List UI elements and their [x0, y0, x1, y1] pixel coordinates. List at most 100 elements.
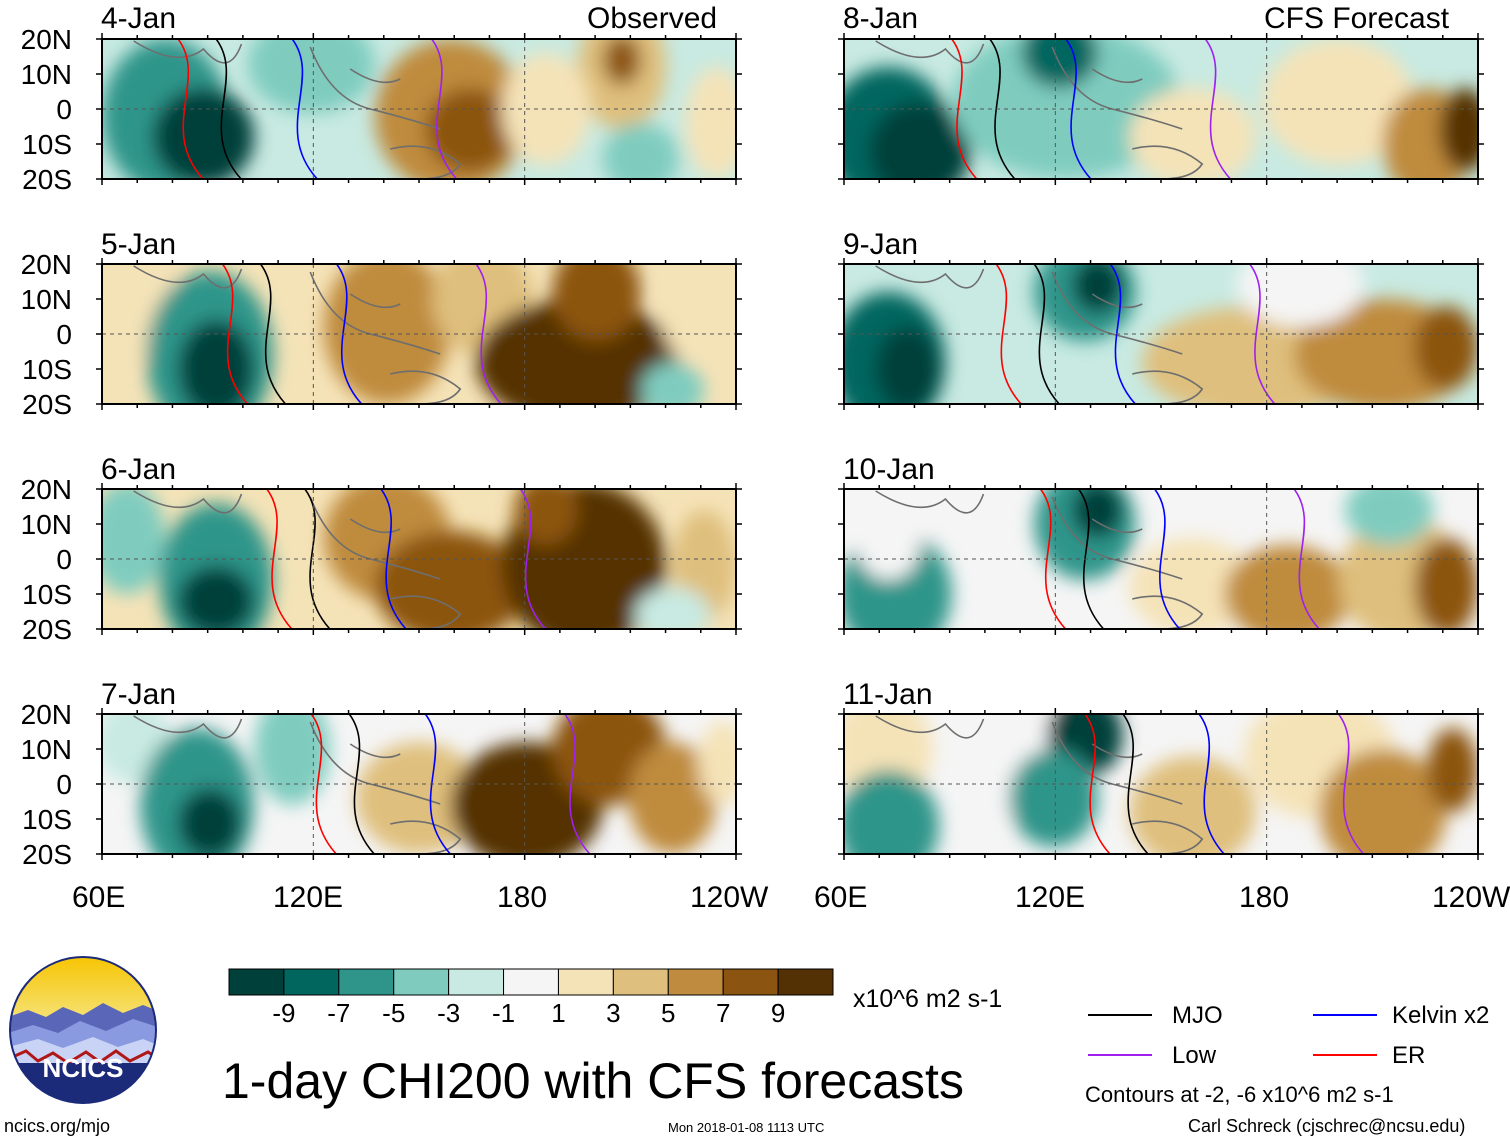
colorbar-swatch: [448, 968, 505, 996]
contour-line: [221, 264, 249, 404]
anomaly-region: [685, 67, 736, 179]
lat-label: 0: [56, 769, 72, 800]
lon-label-120e-left: 120E: [273, 881, 344, 914]
map-panel-o0: [96, 33, 742, 185]
chart-title: 1-day CHI200 with CFS forecasts: [222, 1053, 964, 1109]
colorbar-tick-label: 3: [606, 998, 621, 1028]
colorbar-swatch: [338, 968, 395, 996]
anomaly-region: [856, 510, 921, 580]
anomaly-region: [697, 721, 736, 805]
anomaly-region: [1129, 88, 1257, 179]
lat-label: 10N: [20, 59, 72, 90]
lat-label: 0: [56, 544, 72, 575]
contour-line: [1033, 264, 1060, 404]
colorbar: [228, 968, 834, 996]
lon-label-180-right: 180: [1239, 881, 1290, 914]
lat-label: 0: [56, 319, 72, 350]
contour-line: [304, 489, 331, 629]
anomaly-region: [152, 88, 255, 179]
footer-timestamp: Mon 2018-01-08 1113 UTC: [668, 1120, 825, 1135]
coastline: [875, 265, 1204, 404]
colorbar-tick-label: -5: [382, 998, 406, 1028]
coastline: [133, 490, 462, 629]
anomaly-region: [102, 489, 166, 594]
anomaly-region: [1021, 39, 1098, 88]
lat-label: 10N: [20, 509, 72, 540]
colorbar-tick-label: 1: [551, 998, 566, 1028]
anomaly-region: [875, 327, 940, 404]
anomaly-region: [1072, 264, 1123, 313]
anomaly-region: [1427, 728, 1478, 812]
anomaly-region: [1237, 264, 1364, 327]
lat-label: 20S: [22, 164, 72, 195]
lon-label-60e-left: 60E: [72, 881, 126, 914]
colorbar-tick-label: -1: [491, 998, 516, 1028]
contour-line: [1039, 489, 1067, 629]
lon-label-120w-right: 120W: [1432, 881, 1510, 914]
map-panel-o2: [96, 483, 742, 635]
colorbar-swatch: [777, 968, 834, 996]
legend-mjo-label: MJO: [1172, 1002, 1223, 1029]
contour-line: [1337, 714, 1365, 854]
colorbar-swatch: [722, 968, 779, 996]
anomaly-region: [1008, 749, 1098, 847]
logo-text: NCICS: [43, 1053, 124, 1083]
lat-label: 10N: [20, 284, 72, 315]
lat-label: 10S: [22, 804, 72, 835]
coastline: [133, 265, 462, 404]
anomaly-region: [869, 102, 971, 179]
contour-line: [348, 714, 375, 854]
colorbar-swatch: [228, 968, 285, 996]
anomaly-region: [628, 742, 717, 854]
lon-label-180-left: 180: [497, 881, 548, 914]
anomaly-region: [1414, 306, 1478, 390]
lat-label: 20S: [22, 839, 72, 870]
footer-author: Carl Schreck (cjschrec@ncsu.edu): [1188, 1116, 1466, 1136]
contour-line: [564, 714, 591, 854]
lat-label: 10S: [22, 129, 72, 160]
contour-line: [431, 39, 458, 179]
contour-line: [380, 489, 407, 629]
coastline: [875, 490, 1204, 629]
colorbar-swatch: [667, 968, 724, 996]
contour-note: Contours at -2, -6 x10^6 m2 s-1: [1085, 1082, 1394, 1107]
map-panel-f0: [838, 33, 1484, 185]
forecast-header: CFS Forecast: [1264, 2, 1450, 35]
legend-er-label: ER: [1392, 1042, 1426, 1069]
lon-label-60e-right: 60E: [814, 881, 868, 914]
lat-label: 20S: [22, 389, 72, 420]
legend-er-line: [1313, 1054, 1377, 1056]
panel-date-10jan: 10-Jan: [843, 453, 935, 486]
map-panel-o1: [96, 258, 742, 410]
contour-line: [475, 264, 502, 404]
lat-label: 10S: [22, 579, 72, 610]
anomaly-region: [178, 788, 242, 854]
anomaly-region: [247, 39, 375, 114]
anomaly-region: [323, 264, 451, 404]
contour-line: [1077, 489, 1105, 629]
anomaly-region: [1129, 756, 1257, 854]
contour-line: [1109, 264, 1136, 404]
contour-line: [266, 489, 293, 629]
coastline: [875, 715, 1204, 854]
footer-url: ncics.org/mjo: [4, 1116, 111, 1136]
lat-label: 20S: [22, 614, 72, 645]
legend-kelvin-label: Kelvin x2: [1392, 1002, 1490, 1029]
map-panel-f2: [838, 483, 1484, 635]
contour-line: [424, 714, 451, 854]
colorbar-swatch: [612, 968, 669, 996]
lat-label: 10N: [20, 734, 72, 765]
lat-label: 20N: [20, 699, 72, 730]
contour-line: [291, 39, 318, 179]
contour-line: [995, 264, 1022, 404]
lon-label-120w-left: 120W: [690, 881, 769, 914]
contour-line: [177, 39, 204, 179]
coastline: [133, 715, 462, 854]
anomaly-region: [1414, 538, 1478, 629]
anomaly-region: [1344, 489, 1434, 545]
map-panels: [96, 33, 1484, 860]
colorbar-swatch: [503, 968, 559, 996]
map-panel-f3: [838, 708, 1484, 860]
legend-low-line: [1088, 1054, 1152, 1056]
legend-mjo-line: [1088, 1014, 1152, 1016]
